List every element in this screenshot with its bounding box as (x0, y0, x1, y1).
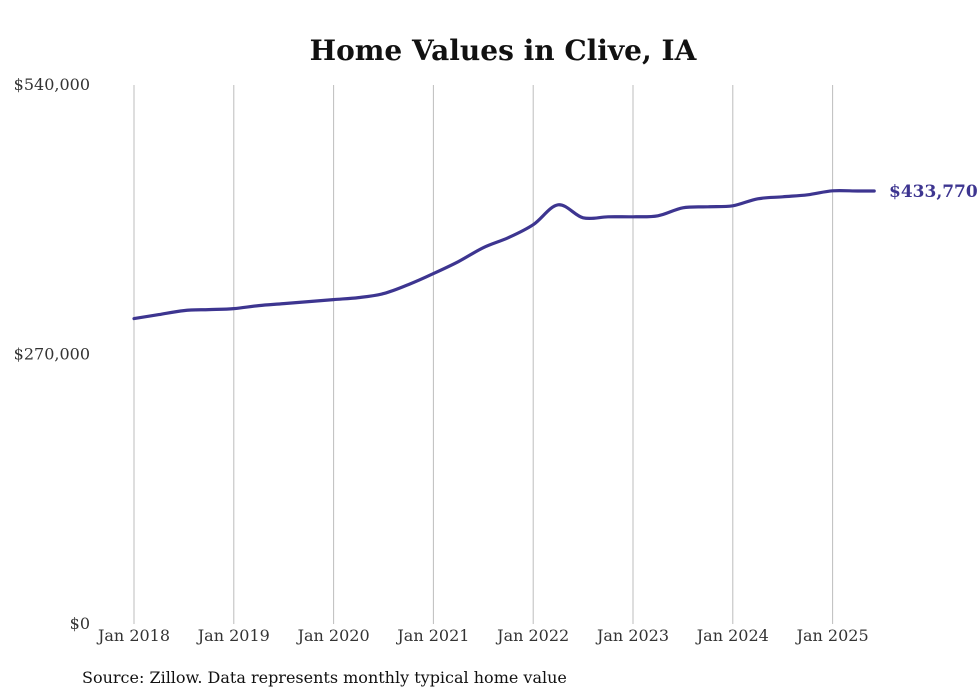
x-tick-label: Jan 2018 (96, 626, 170, 645)
y-tick-label: $0 (70, 614, 90, 633)
end-value-label: $433,770 (889, 182, 978, 202)
x-tick-label: Jan 2021 (395, 626, 469, 645)
x-tick-label: Jan 2024 (695, 626, 769, 645)
chart-title: Home Values in Clive, IA (310, 34, 698, 67)
y-axis: $0 $270,000 $540,000 (14, 75, 90, 633)
source-note: Source: Zillow. Data represents monthly … (82, 668, 567, 687)
x-tick-label: Jan 2022 (495, 626, 569, 645)
x-tick-label: Jan 2020 (296, 626, 370, 645)
x-tick-label: Jan 2019 (196, 626, 270, 645)
x-tick-label: Jan 2023 (595, 626, 669, 645)
y-tick-label: $270,000 (14, 345, 90, 364)
series-line-0 (132, 188, 876, 321)
y-tick-label: $540,000 (14, 75, 90, 94)
gridlines (133, 85, 834, 624)
labels: $433,770 (889, 182, 978, 202)
series (132, 188, 876, 321)
x-axis: Jan 2018 Jan 2019 Jan 2020 Jan 2021 Jan 2022… (96, 626, 869, 645)
x-tick-label: Jan 2025 (795, 626, 869, 645)
